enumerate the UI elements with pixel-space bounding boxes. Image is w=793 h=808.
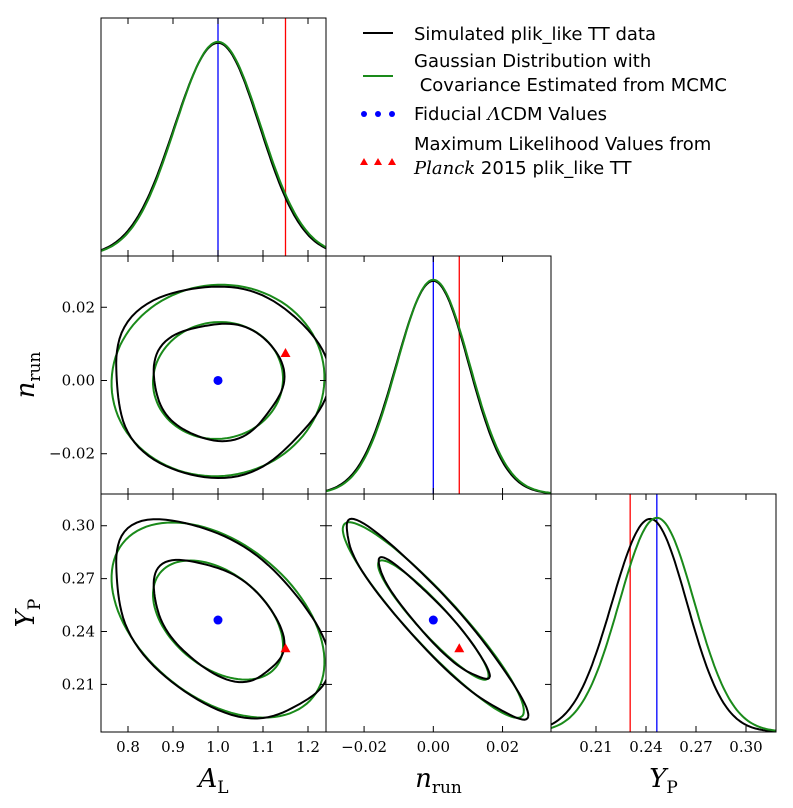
panel-frame	[100, 255, 327, 495]
maxlike-point-YP-AL	[280, 643, 291, 653]
legend-marker-fiducial-2	[375, 111, 381, 117]
panel-nrun-vs-nrun	[325, 255, 552, 495]
x-tick-label-nrun-0: −0.02	[341, 738, 387, 756]
legend-label-fiducial: Fiducial ΛCDM Values	[414, 104, 607, 125]
legend-label-gaussian-line2: Covariance Estimated from MCMC	[414, 75, 727, 96]
legend-marker-maxlike-1	[360, 158, 368, 165]
marginal-simulated-YP	[551, 517, 776, 732]
legend-maxlike-post: 2015 plik_like TT	[475, 158, 632, 179]
x-tick-label-AL-2: 1.0	[206, 738, 230, 756]
contour-simulated-95-nrun-AL	[115, 285, 326, 480]
y-axis-symbol-nrun: n	[11, 382, 41, 399]
contour-simulated-68-nrun-AL	[152, 322, 286, 443]
x-tick-label-YP-0: 0.21	[579, 738, 612, 756]
panel-content	[101, 18, 326, 256]
panel-frame	[550, 493, 777, 733]
x-axis-subscript-AL: L	[217, 778, 228, 798]
legend-maxlike-planck: Planck	[413, 158, 475, 179]
x-axis-label-YP: YP	[649, 764, 678, 798]
maxlike-point-YP-nrun	[454, 643, 465, 653]
y-axis-subscript-YP: P	[25, 599, 45, 610]
y-axis-label-nrun: nrun	[11, 352, 45, 399]
legend-label-gaussian-line1: Gaussian Distribution with	[414, 51, 651, 72]
x-tick-label-AL-0: 0.8	[116, 738, 140, 756]
panel-content	[551, 494, 776, 732]
contour-simulated-68-YP-AL	[152, 558, 286, 684]
legend-marker-fiducial-1	[361, 111, 367, 117]
panel-nrun-vs-AL: −0.02 0.00 0.02	[49, 255, 327, 495]
contour-simulated-95-YP-AL	[115, 518, 326, 720]
fiducial-point-YP-nrun	[428, 615, 438, 625]
legend-label-simulated: Simulated plik_like TT data	[414, 24, 656, 45]
y-tick-label-YP-1: 0.24	[62, 623, 95, 641]
x-axis-symbol-AL: A	[196, 764, 217, 794]
x-axis-symbol-nrun: n	[415, 764, 432, 794]
x-tick-label-YP-1: 0.24	[629, 738, 662, 756]
panel-content	[110, 283, 326, 480]
legend-marker-fiducial-3	[389, 111, 395, 117]
y-tick-label-nrun-2: 0.02	[62, 298, 95, 316]
y-tick-label-YP-3: 0.30	[62, 517, 95, 535]
panel-content	[110, 518, 326, 720]
x-axis-subscript-nrun: run	[432, 778, 462, 798]
x-tick-label-nrun-1: 0.00	[417, 738, 450, 756]
y-tick-label-YP-2: 0.27	[62, 570, 95, 588]
panel-frame	[325, 255, 552, 495]
fiducial-point-nrun-AL	[213, 375, 223, 385]
legend-marker-maxlike-2	[374, 158, 382, 165]
panel-content	[341, 517, 530, 721]
panel-YP-vs-AL: 0.8 0.9 1.0 1.1 1.2 0.21 0.24 0.27 0.30	[62, 493, 327, 756]
panel-YP-vs-YP: 0.21 0.24 0.27 0.30	[550, 493, 777, 756]
y-axis-subscript-nrun: run	[25, 352, 45, 382]
marginal-gaussian-YP	[551, 516, 776, 732]
contour-simulated-68-YP-nrun	[377, 556, 491, 680]
x-tick-label-nrun-2: 0.02	[486, 738, 519, 756]
legend-fiducial-lambda: Λ	[486, 104, 501, 125]
maxlike-point-nrun-AL	[280, 348, 291, 358]
x-tick-label-AL-3: 1.1	[251, 738, 275, 756]
legend-label-maxlike-line1: Maximum Likelihood Values from	[414, 134, 711, 155]
y-axis-symbol-YP: Y	[11, 607, 41, 627]
panel-frame	[325, 493, 552, 733]
y-tick-label-YP-0: 0.21	[62, 675, 95, 693]
contour-simulated-95-YP-nrun	[345, 517, 530, 721]
marginal-gaussian-nrun	[326, 278, 551, 494]
legend-label-maxlike-line2: Planck 2015 plik_like TT	[413, 158, 633, 179]
panel-YP-vs-nrun: −0.02 0.00 0.02	[325, 493, 552, 756]
panel-content	[326, 256, 551, 494]
x-tick-label-AL-1: 0.9	[161, 738, 185, 756]
marginal-simulated-AL	[101, 41, 326, 252]
legend-marker-maxlike-3	[388, 158, 396, 165]
x-axis-label-AL: AL	[196, 764, 228, 798]
marginal-simulated-nrun	[326, 279, 551, 494]
legend-fiducial-pre: Fiducial	[414, 104, 488, 125]
x-axis-subscript-YP: P	[666, 778, 677, 798]
x-tick-label-AL-4: 1.2	[296, 738, 320, 756]
fiducial-point-YP-AL	[213, 615, 223, 625]
y-axis-label-YP: YP	[11, 599, 45, 628]
y-tick-label-nrun-1: 0.00	[62, 371, 95, 389]
panel-AL-vs-AL	[100, 17, 327, 257]
legend-fiducial-post: CDM Values	[501, 104, 608, 125]
x-tick-label-YP-3: 0.30	[729, 738, 762, 756]
x-axis-label-nrun: nrun	[415, 764, 462, 798]
x-tick-label-YP-2: 0.27	[679, 738, 712, 756]
y-tick-label-nrun-0: −0.02	[49, 445, 95, 463]
legend: Simulated plik_like TT data Gaussian Dis…	[360, 24, 727, 179]
x-axis-symbol-YP: Y	[649, 764, 669, 794]
marginal-gaussian-AL	[101, 40, 326, 252]
